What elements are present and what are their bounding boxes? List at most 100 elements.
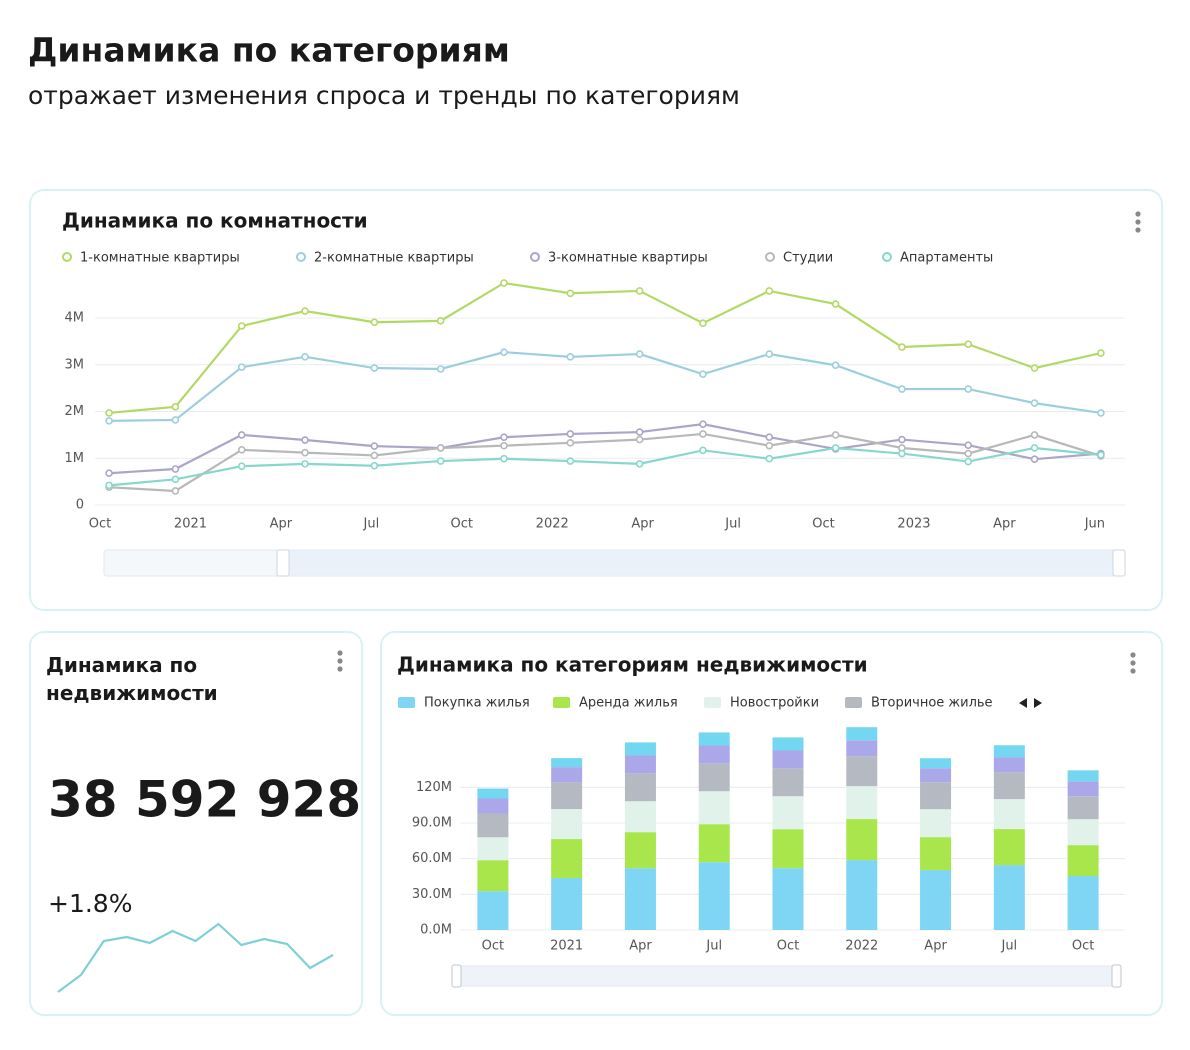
data-point <box>1030 444 1039 452</box>
bar-segment <box>551 809 583 840</box>
data-point <box>500 433 508 442</box>
data-point <box>436 444 445 452</box>
data-point <box>635 350 644 358</box>
legend-pager[interactable] <box>1019 698 1042 708</box>
x-tick-label: Apr <box>631 517 654 532</box>
page-subtitle: отражает изменения спроса и тренды по ка… <box>28 81 740 110</box>
bar-segment <box>1067 796 1099 820</box>
legend-marker <box>62 252 72 262</box>
y-tick-label: 4M <box>65 311 85 326</box>
bar-segment <box>993 757 1025 773</box>
data-point <box>370 364 379 372</box>
zoom-handle[interactable] <box>451 964 462 988</box>
bar-segment <box>846 860 878 930</box>
data-point <box>566 457 575 465</box>
data-point <box>500 348 508 356</box>
x-tick-label: Apr <box>993 517 1016 532</box>
y-tick-label: 60.0M <box>412 851 452 866</box>
x-tick-label: 2021 <box>174 517 207 532</box>
bar-segment <box>846 819 878 861</box>
zoom-handle[interactable] <box>1112 549 1126 577</box>
data-point <box>105 469 113 478</box>
zoom-slider[interactable] <box>454 965 1121 987</box>
bar-segment <box>698 791 730 825</box>
bar-segment <box>698 745 730 764</box>
legend-label: Апартаменты <box>900 251 993 266</box>
zoom-window[interactable] <box>284 550 1125 576</box>
menu-button[interactable] <box>1135 211 1141 233</box>
data-point <box>898 449 906 458</box>
data-point <box>964 340 973 349</box>
data-point <box>171 465 180 473</box>
bar-segment <box>920 782 952 810</box>
bar-segment <box>920 870 952 930</box>
legend-marker <box>398 697 415 708</box>
data-point <box>765 441 774 450</box>
bar-segment <box>551 878 583 930</box>
bar-segment <box>477 860 509 892</box>
x-tick-label: Apr <box>270 517 293 532</box>
sparkline <box>57 922 334 993</box>
legend-label: 3-комнатные квартиры <box>548 251 708 266</box>
bar-segment <box>1067 876 1099 930</box>
data-point <box>436 457 445 465</box>
series-line <box>108 281 1102 415</box>
x-tick-label: Oct <box>482 939 504 954</box>
data-point <box>105 417 113 425</box>
data-point <box>964 449 973 458</box>
bar-segment <box>772 796 804 830</box>
series-line <box>109 351 1102 422</box>
data-point <box>171 403 180 411</box>
bar-segment <box>698 732 730 746</box>
data-point <box>301 353 309 361</box>
legend-label: Покупка жилья <box>424 696 530 711</box>
bar-segment <box>993 865 1025 930</box>
legend-marker <box>882 252 892 262</box>
x-tick-label: Jun <box>1084 517 1105 532</box>
bar-segment <box>920 809 952 838</box>
bar-segment <box>772 750 804 769</box>
chart-title: Динамика по категориям недвижимости <box>397 653 868 677</box>
bar-segment <box>772 829 804 869</box>
bar-segment <box>551 758 583 768</box>
y-tick-label: 0.0M <box>420 923 452 938</box>
data-point <box>765 287 774 295</box>
data-point <box>237 363 246 371</box>
menu-button[interactable] <box>1130 652 1136 674</box>
y-tick-label: 1M <box>65 451 85 466</box>
bar-segment <box>551 767 583 783</box>
zoom-handle[interactable] <box>276 549 290 577</box>
data-point <box>171 475 180 484</box>
x-tick-label: Oct <box>777 939 799 954</box>
data-point <box>1097 451 1105 459</box>
bar-segment <box>698 763 730 792</box>
bar-segment <box>920 758 952 769</box>
bar-segment <box>993 745 1025 758</box>
legend-marker <box>553 697 570 708</box>
x-tick-label: Jul <box>724 517 741 532</box>
bar-segment <box>772 768 804 797</box>
kpi-change: +1.8% <box>48 889 132 918</box>
data-point <box>1030 364 1039 372</box>
data-point <box>171 416 180 424</box>
chart-title: Динамика по комнатности <box>62 209 368 233</box>
zoom-handle[interactable] <box>1111 964 1122 988</box>
y-tick-label: 2M <box>65 404 85 419</box>
data-point <box>765 433 774 442</box>
data-point <box>699 446 707 455</box>
bar-segment <box>477 798 509 814</box>
data-point <box>898 385 906 393</box>
bar-segment <box>846 756 878 787</box>
data-point <box>566 430 575 438</box>
data-point <box>964 385 973 393</box>
bar-segment <box>477 891 509 930</box>
legend-marker <box>845 697 862 708</box>
menu-button[interactable] <box>337 650 343 672</box>
legend-label: 2-комнатные квартиры <box>314 251 474 266</box>
bar-segment <box>846 786 878 820</box>
card-title: Динамика по недвижимости <box>46 653 218 705</box>
bar-segment <box>772 737 804 751</box>
data-point <box>699 319 707 327</box>
data-point <box>898 343 906 351</box>
